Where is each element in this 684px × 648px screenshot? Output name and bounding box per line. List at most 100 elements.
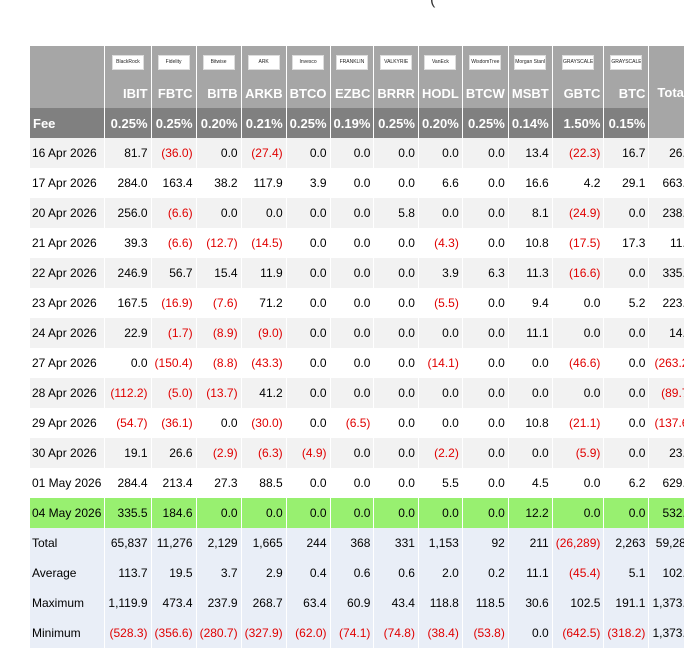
flow-cell: 0.0 xyxy=(463,348,509,378)
stats-cell: 1,153 xyxy=(418,528,463,558)
flow-cell: (14.5) xyxy=(242,228,287,258)
flow-cell: 0.0 xyxy=(604,318,650,348)
flow-cell: 26.6 xyxy=(151,438,197,468)
stats-cell: 368 xyxy=(330,528,375,558)
flow-cell: 29.1 xyxy=(604,168,650,198)
flow-cell: 0.0 xyxy=(196,198,242,228)
table-row: 23 Apr 2026 167.5 (16.9) (7.6) 71.2 0.0 0.0 0.0… xyxy=(30,288,684,318)
stats-label: Total xyxy=(30,528,106,558)
flow-cell: 38.2 xyxy=(197,168,242,198)
table-row: 29 Apr 2026 (54.7) (36.1) 0.0 (30.0) 0.0 (6.5)… xyxy=(30,408,684,438)
table-row: 24 Apr 2026 22.9 (1.7) (8.9) (9.0) 0.0 0.0 0.0 0… xyxy=(30,318,684,348)
flow-cell: (4.9) xyxy=(286,438,331,468)
flow-cell: 0.0 xyxy=(604,438,650,468)
row-total-cell: (137.6) xyxy=(649,408,684,438)
stats-cell: 0.0 xyxy=(508,618,553,648)
flow-cell: 12.2 xyxy=(508,498,553,528)
table-row: 16 Apr 2026 81.7 (36.0) 0.0 (27.4) 0.0 0.0 0.0 0… xyxy=(30,138,684,168)
flow-cell: 56.7 xyxy=(151,258,197,288)
flow-cell: 0.0 xyxy=(374,138,419,168)
ticker-ibit: IBIT xyxy=(105,78,152,108)
flow-cell: 0.0 xyxy=(374,258,419,288)
ticker-btcw: BTCW xyxy=(462,78,509,108)
flow-cell: 0.0 xyxy=(462,318,509,348)
stats-cell: 11.1 xyxy=(508,558,553,588)
flow-cell: (21.1) xyxy=(553,408,605,438)
stats-cell: 331 xyxy=(374,528,419,558)
flow-cell: 71.2 xyxy=(242,288,287,318)
flow-cell: 256.0 xyxy=(105,198,152,228)
row-date: 30 Apr 2026 xyxy=(30,438,106,468)
flow-cell: 0.0 xyxy=(462,438,509,468)
logo-cell: GRAYSCALE xyxy=(604,46,650,78)
flow-cell: (16.9) xyxy=(152,288,197,318)
blackrock-logo: BlackRock xyxy=(111,54,144,70)
flow-cell: (14.1) xyxy=(419,348,463,378)
flow-cell: (27.4) xyxy=(241,138,287,168)
stats-cell: 1,373.8 xyxy=(649,618,684,648)
fee-cell: 0.14% xyxy=(508,108,553,138)
flow-cell: 0.0 xyxy=(509,348,553,378)
stats-cell: 30.6 xyxy=(508,588,553,618)
stats-cell: (74.8) xyxy=(374,618,419,648)
flow-cell: 0.0 xyxy=(552,378,605,408)
flow-cell: (17.5) xyxy=(553,228,605,258)
flow-cell: 0.0 xyxy=(463,288,509,318)
flow-cell: 335.5 xyxy=(105,498,152,528)
flow-cell: 0.0 xyxy=(286,498,331,528)
flow-cell: 11.9 xyxy=(241,258,287,288)
ticker-brrr: BRRR xyxy=(374,78,419,108)
flow-cell: 0.0 xyxy=(462,498,509,528)
stats-cell: (528.3) xyxy=(105,618,152,648)
ticker-fbtc: FBTC xyxy=(151,78,197,108)
flow-cell: 284.4 xyxy=(105,468,152,498)
stats-cell: 473.4 xyxy=(151,588,197,618)
stats-cell: 1,665 xyxy=(241,528,287,558)
row-total-cell: 335.8 xyxy=(649,258,684,288)
flow-cell: 8.1 xyxy=(508,198,553,228)
table-row: 21 Apr 2026 39.3 (6.6) (12.7) (14.5) 0.0 0.0 0.… xyxy=(30,228,684,258)
ark-logo: ARK xyxy=(247,54,280,70)
logo-cell: Invesco xyxy=(286,46,331,78)
flow-cell: 0.0 xyxy=(374,348,419,378)
flow-cell: 0.0 xyxy=(286,318,331,348)
table-row: 28 Apr 2026 (112.2) (5.0) (13.7) 41.2 0.0 0.0 0… xyxy=(30,378,684,408)
flow-cell: (46.6) xyxy=(553,348,605,378)
row-total-cell: 663.9 xyxy=(649,168,684,198)
flow-cell: 0.0 xyxy=(330,258,375,288)
flow-cell: (6.5) xyxy=(331,408,375,438)
flow-cell: (4.3) xyxy=(419,228,463,258)
stats-cell: (280.7) xyxy=(196,618,242,648)
stats-cell: 59,282 xyxy=(649,528,684,558)
flow-cell: 0.0 xyxy=(287,408,331,438)
fee-cell: 0.25% xyxy=(105,108,152,138)
flow-cell: 4.2 xyxy=(553,168,605,198)
row-date: 17 Apr 2026 xyxy=(30,168,106,198)
flow-cell: 0.0 xyxy=(286,378,331,408)
logo-cell: ARK xyxy=(241,46,287,78)
flow-cell: 0.0 xyxy=(418,498,463,528)
flow-cell: 0.0 xyxy=(604,348,650,378)
flow-cell: 213.4 xyxy=(152,468,197,498)
row-date: 27 Apr 2026 xyxy=(30,348,106,378)
flow-cell: 0.0 xyxy=(197,408,242,438)
franklin-logo: FRANKLIN xyxy=(335,54,368,70)
flow-cell: 16.6 xyxy=(509,168,553,198)
flow-cell: 11.1 xyxy=(508,318,553,348)
grayscale2-logo: GRAYSCALE xyxy=(610,54,643,70)
total-column-header: Total xyxy=(649,46,684,138)
flow-cell: 0.0 xyxy=(331,468,375,498)
stats-row-maximum: Maximum 1,119.9 473.4 237.9 268.7 63.4 60.9 43.… xyxy=(30,588,684,618)
stats-cell: (356.6) xyxy=(151,618,197,648)
logo-cell: Fidelity xyxy=(151,46,197,78)
flow-cell: 0.0 xyxy=(553,288,605,318)
flow-cell: 284.0 xyxy=(105,168,152,198)
stats-cell: (74.1) xyxy=(330,618,375,648)
flow-cell: 27.3 xyxy=(197,468,242,498)
stats-cell: (318.2) xyxy=(604,618,650,648)
logo-cell: GRAYSCALE xyxy=(552,46,605,78)
flow-cell: (36.1) xyxy=(152,408,197,438)
flow-cell: 0.0 xyxy=(331,168,375,198)
flow-cell: (9.0) xyxy=(241,318,287,348)
bitwise-logo: Bitwise xyxy=(202,54,235,70)
